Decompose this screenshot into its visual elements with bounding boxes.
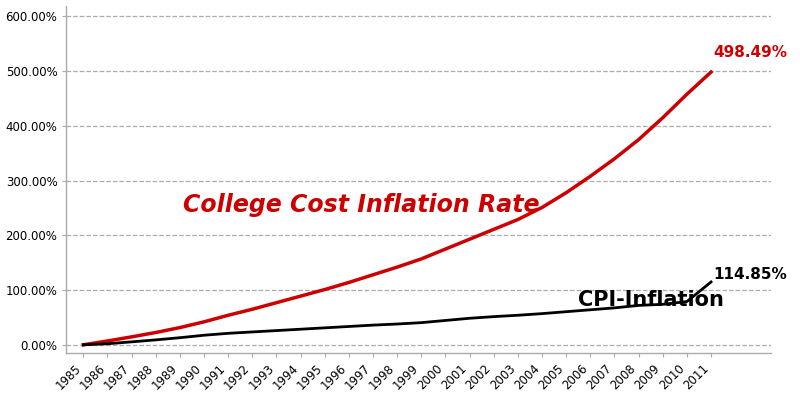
Text: CPI-Inflation: CPI-Inflation [578, 290, 724, 310]
Text: 114.85%: 114.85% [714, 267, 787, 282]
Text: College Cost Inflation Rate: College Cost Inflation Rate [182, 193, 539, 217]
Text: 498.49%: 498.49% [714, 45, 787, 60]
